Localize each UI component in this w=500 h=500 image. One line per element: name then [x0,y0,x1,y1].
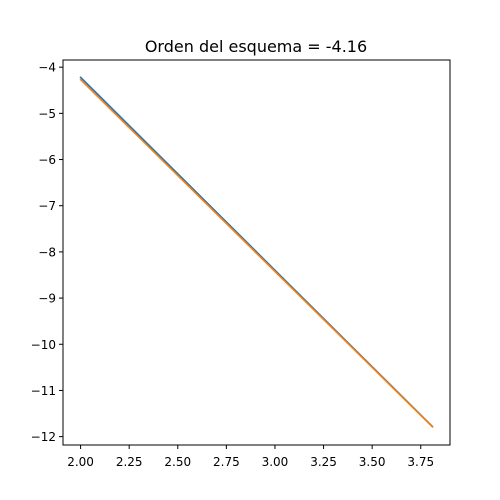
y-tick-label: −12 [31,430,56,444]
y-tick-label: −6 [38,153,56,167]
y-tick-label: −10 [31,338,56,352]
x-tick-label: 3.50 [359,455,386,469]
y-axis-ticks: −12 −11 −10 −9 −8 −7 −6 −5 −4 [31,61,63,444]
x-tick-label: 2.00 [67,455,94,469]
y-tick-label: −8 [38,245,56,259]
y-tick-label: −11 [31,384,56,398]
y-tick-label: −7 [38,199,56,213]
chart-title: Orden del esquema = -4.16 [145,37,367,56]
y-tick-label: −5 [38,107,56,121]
x-tick-label: 3.75 [407,455,434,469]
series-line-2 [79,78,434,429]
y-tick-label: −4 [38,61,56,75]
x-tick-label: 2.75 [213,455,240,469]
x-tick-label: 2.25 [116,455,143,469]
x-tick-label: 2.50 [164,455,191,469]
x-axis-ticks: 2.00 2.25 2.50 2.75 3.00 3.25 3.50 3.75 [67,445,434,469]
x-tick-label: 3.25 [310,455,337,469]
x-tick-label: 3.00 [262,455,289,469]
plot-frame [62,59,451,446]
y-tick-label: −9 [38,292,56,306]
series-layer [79,76,434,429]
